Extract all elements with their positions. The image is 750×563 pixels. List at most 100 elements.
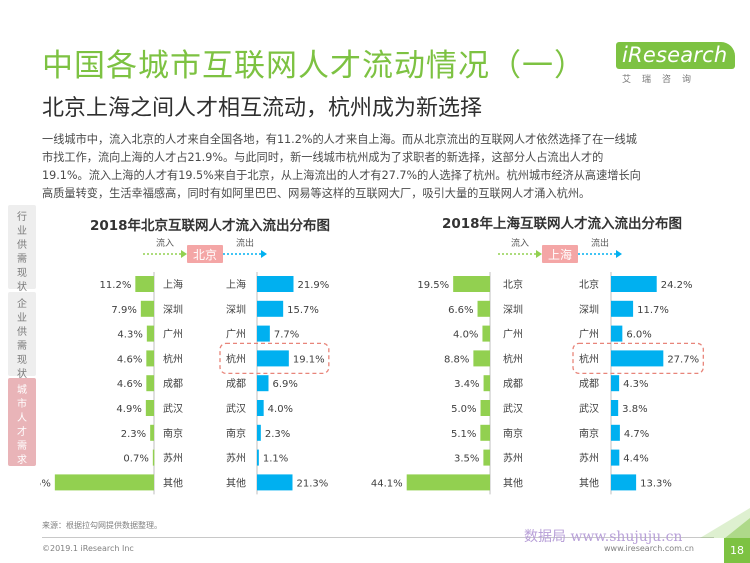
- inflow-value-label: 7.9%: [111, 305, 136, 316]
- inflow-bar: [482, 325, 490, 342]
- outflow-category-label: 深圳: [226, 304, 246, 316]
- inflow-category-label: 南京: [503, 427, 523, 440]
- side-tab-char: 才: [17, 427, 27, 438]
- inflow-label: 流入: [156, 237, 174, 249]
- inflow-bar: [152, 449, 155, 466]
- intro-line: 高质量转变，生活幸福感高，同时有如阿里巴巴、网易等这样的互联网大厂，吸引大量的互…: [42, 187, 591, 200]
- outflow-category-label: 苏州: [579, 452, 599, 465]
- outflow-value-label: 13.3%: [640, 478, 672, 489]
- inflow-value-label: 2.3%: [121, 429, 146, 440]
- outflow-value-label: 4.3%: [623, 379, 648, 390]
- hub-label-box: [187, 245, 223, 263]
- outflow-value-label: 6.0%: [626, 330, 651, 341]
- page-subtitle: 北京上海之间人才相互流动，杭州成为新选择: [42, 96, 483, 121]
- side-tab-char: 业: [17, 226, 27, 237]
- outflow-value-label: 15.7%: [287, 305, 319, 316]
- outflow-value-label: 2.3%: [265, 429, 290, 440]
- outflow-bar: [257, 424, 261, 441]
- outflow-value-label: 4.7%: [624, 429, 649, 440]
- side-tab-char: 现: [17, 355, 27, 366]
- outflow-value-label: 4.0%: [268, 404, 293, 415]
- inflow-category-label: 杭州: [163, 352, 183, 365]
- iresearch-logo: iResearch 艾瑞咨询: [616, 36, 736, 86]
- side-tab-char: 市: [17, 399, 27, 410]
- inflow-bar: [453, 276, 490, 292]
- page-title: 中国各城市互联网人才流动情况（一）: [42, 48, 586, 84]
- side-tab-city[interactable]: 城市人才需求: [8, 378, 36, 466]
- inflow-category-label: 上海: [163, 278, 183, 291]
- highlight-box: [219, 342, 330, 375]
- inflow-bar: [54, 474, 155, 491]
- inflow-value-label: 4.3%: [117, 330, 142, 341]
- outflow-category-label: 杭州: [579, 352, 599, 365]
- outflow-value-label: 1.1%: [263, 454, 288, 465]
- inflow-bar: [480, 400, 490, 416]
- intro-paragraph: 一线城市中，流入北京的人才来自全国各地，有11.2%的人才来自上海。而从北京流出…: [42, 131, 714, 203]
- footer-source: 来源：根据拉勾网提供数据整理。: [42, 521, 162, 530]
- inflow-value-label: 4.6%: [117, 354, 142, 365]
- outflow-value-label: 11.7%: [637, 305, 669, 316]
- side-tab-char: 需: [17, 254, 27, 265]
- side-tab-char: 状: [17, 369, 27, 380]
- page-number: 18: [724, 538, 750, 563]
- inflow-category-label: 苏州: [163, 452, 183, 465]
- inflow-value-label: 4.6%: [117, 379, 142, 390]
- hub-label-box: [542, 245, 578, 263]
- footer-url[interactable]: www.iresearch.com.cn: [604, 544, 694, 553]
- outflow-label: 流出: [236, 237, 254, 249]
- inflow-bar: [473, 350, 490, 367]
- side-tab-char: 供: [17, 327, 27, 338]
- outflow-category-label: 南京: [579, 427, 599, 440]
- outflow-bar: [257, 449, 259, 466]
- beijing-flow-chart: 北京 流入 流出 11.2% 上海 上海 21.9% 7.9% 深圳 深圳 15.7% 4.3% 广州 广…: [40, 237, 330, 495]
- inflow-category-label: 苏州: [503, 452, 523, 465]
- outflow-value-label: 6.9%: [273, 379, 298, 390]
- inflow-category-label: 武汉: [163, 402, 183, 415]
- inflow-value-label: 3.4%: [454, 379, 479, 390]
- side-tab-industry[interactable]: 行业供需现状: [8, 205, 36, 293]
- outflow-bar: [257, 375, 269, 392]
- inflow-category-label: 深圳: [503, 304, 523, 316]
- inflow-category-label: 广州: [503, 329, 523, 341]
- side-tab-char: 求: [17, 455, 27, 466]
- outflow-category-label: 成都: [579, 378, 599, 390]
- outflow-category-label: 武汉: [226, 402, 246, 415]
- outflow-bar: [611, 375, 620, 392]
- inflow-value-label: 5.1%: [451, 429, 476, 440]
- inflow-category-label: 成都: [503, 378, 523, 390]
- side-tab-char: 行: [17, 212, 27, 223]
- inflow-category-label: 北京: [503, 278, 523, 291]
- outflow-bar: [257, 325, 270, 342]
- side-tab-char: 人: [17, 413, 27, 424]
- inflow-category-label: 南京: [163, 427, 183, 440]
- outflow-value-label: 7.7%: [274, 330, 299, 341]
- outflow-value-label: 3.8%: [622, 404, 647, 415]
- intro-line: 市找工作，流向上海的人才占21.9%。与此同时，新一线城市杭州成为了求职者的新选…: [42, 151, 604, 164]
- outflow-category-label: 上海: [226, 278, 246, 291]
- inflow-value-label: 0.7%: [123, 454, 148, 465]
- side-tab-char: 城: [17, 385, 27, 396]
- outflow-category-label: 南京: [226, 427, 246, 440]
- outflow-category-label: 广州: [579, 329, 599, 341]
- inflow-bar: [483, 449, 490, 466]
- chart-title-shanghai: 2018年上海互联网人才流入流出分布图: [441, 216, 683, 232]
- outflow-category-label: 武汉: [579, 402, 599, 415]
- outflow-value-label: 21.9%: [298, 280, 330, 291]
- outflow-value-label: 21.3%: [297, 478, 329, 489]
- inflow-value-label: 6.6%: [448, 305, 473, 316]
- outflow-bar: [257, 350, 289, 367]
- inflow-value-label: 59.5%: [40, 478, 51, 489]
- inflow-bar: [146, 325, 154, 342]
- inflow-value-label: 5.0%: [451, 404, 476, 415]
- inflow-value-label: 44.1%: [371, 478, 403, 489]
- outflow-bar: [611, 350, 664, 367]
- inflow-arrow-head: [536, 250, 542, 258]
- side-tab-char: 状: [17, 282, 27, 293]
- inflow-bar: [146, 350, 154, 367]
- inflow-category-label: 深圳: [163, 304, 183, 316]
- inflow-bar: [145, 400, 154, 416]
- outflow-category-label: 苏州: [226, 452, 246, 465]
- outflow-value-label: 24.2%: [661, 280, 693, 291]
- side-tab-enterprise[interactable]: 企业供需现状: [8, 292, 36, 380]
- inflow-bar: [406, 474, 490, 491]
